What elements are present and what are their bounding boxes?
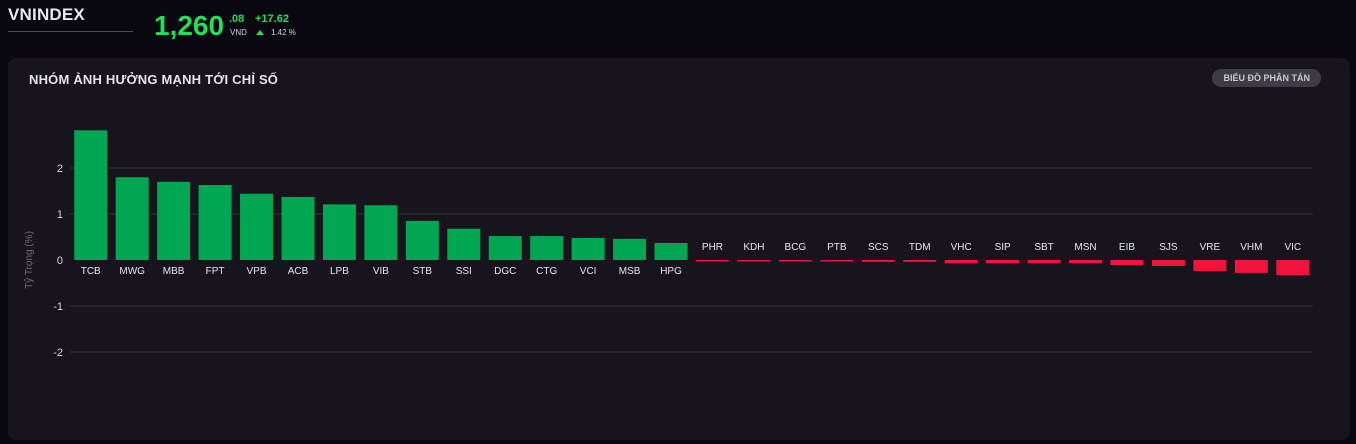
bar-ssi	[447, 228, 481, 260]
bar-msb	[613, 238, 647, 260]
y-tick-label: 1	[57, 209, 63, 221]
price-currency: VND	[230, 28, 247, 37]
bar-hpg	[654, 242, 688, 260]
impact-bar-chart: 2 1 0 -1 -2 Tỷ Trọng (%) TCB MWG MBB FPT VPB ACB LPB…	[23, 130, 1313, 359]
bar-sjs	[1151, 260, 1185, 266]
bar-dgc	[488, 236, 522, 260]
category-label: VHM	[1240, 242, 1262, 253]
category-label: SSI	[456, 266, 472, 277]
category-label: MBB	[163, 266, 185, 277]
bar-vhm	[1234, 260, 1268, 273]
category-label: DGC	[494, 266, 516, 277]
category-label: SIP	[995, 242, 1011, 253]
triangle-up-icon	[256, 30, 264, 35]
y-tick-label: 0	[57, 255, 63, 267]
bar-eib	[1110, 260, 1144, 266]
category-label: ACB	[288, 266, 309, 277]
category-label: VIC	[1284, 242, 1301, 253]
bar-acb	[281, 196, 315, 260]
bar-vpb	[240, 193, 274, 260]
bar-ctg	[530, 236, 564, 260]
category-label: CTG	[536, 266, 557, 277]
category-label: VIB	[373, 266, 389, 277]
category-label: MSB	[619, 266, 641, 277]
bar-fpt	[198, 185, 232, 260]
index-name[interactable]: VNINDEX	[8, 5, 133, 32]
category-label: KDH	[743, 242, 764, 253]
category-label: VRE	[1200, 242, 1221, 253]
bar-mwg	[115, 177, 149, 260]
bar-bcg	[778, 260, 812, 262]
bar-sbt	[1027, 260, 1061, 264]
category-label: VHC	[951, 242, 972, 253]
category-label: FPT	[206, 266, 225, 277]
bar-vic	[1276, 260, 1310, 276]
category-label: TDM	[909, 242, 931, 253]
category-label: LPB	[330, 266, 349, 277]
y-tick-label: -1	[53, 301, 63, 313]
bar-phr	[695, 260, 729, 262]
bar-stb	[405, 220, 439, 260]
index-header: VNINDEX 1,260 .08 VND +17.62 1.42 %	[0, 0, 1356, 56]
category-label: MWG	[119, 266, 145, 277]
bar-scs	[861, 260, 895, 262]
panel-title: NHÓM ẢNH HƯỞNG MẠNH TỚI CHỈ SỐ	[29, 72, 279, 87]
category-label: MSN	[1074, 242, 1096, 253]
bar-kdh	[737, 260, 771, 262]
bar-tdm	[903, 260, 937, 262]
bar-vib	[364, 205, 398, 260]
category-label: EIB	[1119, 242, 1135, 253]
category-label: BCG	[785, 242, 807, 253]
category-label: STB	[413, 266, 433, 277]
index-change-percent: 1.42 %	[271, 28, 296, 37]
category-label: TCB	[81, 266, 101, 277]
bar-tcb	[74, 130, 108, 260]
category-label: VCI	[580, 266, 597, 277]
bar-msn	[1069, 260, 1103, 264]
impact-chart-panel: NHÓM ẢNH HƯỞNG MẠNH TỚI CHỈ SỐ BIỂU ĐỒ P…	[8, 58, 1350, 440]
category-label: PHR	[702, 242, 723, 253]
index-price: 1,260	[154, 10, 225, 41]
y-axis-label: Tỷ Trọng (%)	[23, 231, 35, 289]
bar-sip	[986, 260, 1020, 264]
category-label: SBT	[1034, 242, 1053, 253]
y-tick-label: 2	[57, 163, 63, 175]
y-tick-label: -2	[53, 347, 63, 359]
category-label: HPG	[660, 266, 682, 277]
bar-vhc	[944, 260, 978, 264]
bar-ptb	[820, 260, 854, 262]
category-label: SJS	[1159, 242, 1178, 253]
scatter-chart-button[interactable]: BIỂU ĐỒ PHÂN TÁN	[1212, 69, 1321, 87]
index-price-decimal: .08	[229, 13, 245, 25]
category-label: VPB	[247, 266, 267, 277]
bar-lpb	[322, 204, 356, 260]
category-label: PTB	[827, 242, 847, 253]
category-label: SCS	[868, 242, 889, 253]
bar-vci	[571, 237, 605, 260]
bar-mbb	[157, 181, 191, 260]
index-change-absolute: +17.62	[255, 13, 289, 25]
bar-vre	[1193, 260, 1227, 272]
